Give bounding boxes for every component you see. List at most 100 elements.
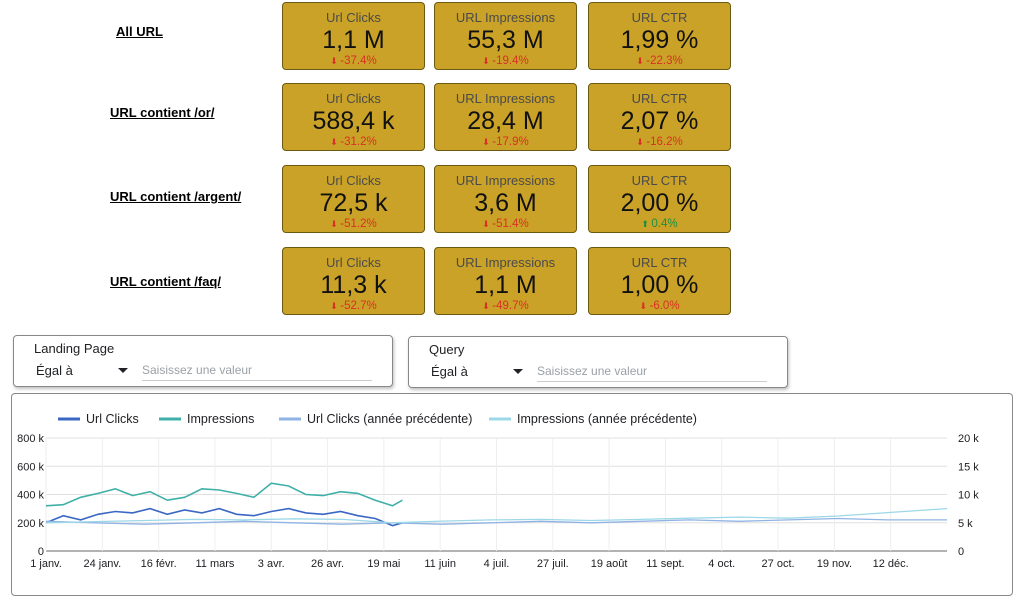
scorecard-value: 1,00 % — [620, 271, 699, 299]
scorecard-delta: ⬇ -6.0% — [589, 300, 730, 312]
scorecard-delta-value: -22.3% — [646, 55, 683, 67]
x-tick-label: 27 juil. — [537, 558, 569, 570]
scorecard-delta-value: -51.4% — [492, 218, 529, 230]
scorecard-delta: ⬇ -37.4% — [283, 55, 424, 67]
x-tick-label: 1 janv. — [30, 558, 62, 570]
x-tick-label: 16 févr. — [141, 558, 177, 570]
scorecard-delta-value: -51.2% — [340, 218, 377, 230]
arrow-down-icon: ⬇ — [330, 301, 341, 311]
arrow-down-icon: ⬇ — [639, 301, 650, 311]
chevron-down-icon[interactable] — [513, 369, 523, 374]
scorecard-delta: ⬇ -19.4% — [435, 55, 576, 67]
scorecard: URL Impressions 28,4 M ⬇ -17.9% — [434, 83, 577, 151]
scorecard: URL CTR 1,00 % ⬇ -6.0% — [588, 247, 731, 315]
arrow-down-icon: ⬇ — [636, 56, 647, 66]
time-series-chart-svg: 0 0 200 k 5 k 400 k 10 k 600 k 15 k 800 k 20 k 1 j… — [17, 412, 979, 570]
arrow-up-icon: ⬆ — [641, 219, 652, 229]
y-right-tick-label: 5 k — [958, 518, 973, 530]
x-tick-label: 19 nov. — [817, 558, 852, 570]
arrow-down-icon: ⬇ — [330, 56, 341, 66]
scorecard-value: 11,3 k — [320, 271, 387, 299]
scorecard-delta: ⬇ -17.9% — [435, 136, 576, 148]
x-tick-label: 19 août — [591, 558, 628, 570]
landing-page-filter: Landing Page Égal à — [13, 335, 393, 387]
scorecard: URL CTR 2,07 % ⬇ -16.2% — [588, 83, 731, 151]
arrow-down-icon: ⬇ — [482, 56, 493, 66]
scorecard-title: URL Impressions — [455, 91, 556, 106]
scorecard: Url Clicks 588,4 k ⬇ -31.2% — [282, 83, 425, 151]
scorecard-title: URL CTR — [631, 10, 688, 25]
scorecard-value: 1,1 M — [322, 26, 385, 54]
y-right-tick-label: 10 k — [958, 490, 979, 502]
x-tick-label: 4 juil. — [484, 558, 510, 570]
y-left-tick-label: 200 k — [17, 518, 44, 530]
x-tick-label: 27 oct. — [762, 558, 795, 570]
landing-page-operator-select[interactable]: Égal à — [36, 363, 73, 378]
row-label: URL contient /argent/ — [110, 189, 242, 204]
scorecard-title: URL Impressions — [455, 10, 556, 25]
scorecard-title: Url Clicks — [326, 173, 381, 188]
scorecard: Url Clicks 1,1 M ⬇ -37.4% — [282, 2, 425, 70]
scorecard-delta-value: -31.2% — [340, 136, 377, 148]
query-filter-label: Query — [429, 342, 465, 357]
scorecard-value: 1,1 M — [474, 271, 537, 299]
scorecard-delta-value: 0.4% — [651, 218, 678, 230]
x-tick-label: 26 avr. — [311, 558, 344, 570]
scorecard: URL CTR 2,00 % ⬆ 0.4% — [588, 165, 731, 233]
row-label: All URL — [116, 24, 163, 39]
scorecard-delta: ⬇ -52.7% — [283, 300, 424, 312]
arrow-down-icon: ⬇ — [636, 137, 647, 147]
y-left-tick-label: 0 — [38, 546, 44, 558]
arrow-down-icon: ⬇ — [482, 301, 493, 311]
scorecard-value: 72,5 k — [319, 189, 388, 217]
scorecard-delta-value: -17.9% — [492, 136, 529, 148]
scorecard-title: URL CTR — [631, 173, 688, 188]
x-tick-label: 11 juin — [424, 558, 456, 570]
query-filter: Query Égal à — [408, 336, 788, 388]
x-tick-label: 24 janv. — [83, 558, 121, 570]
y-right-tick-label: 0 — [958, 546, 964, 558]
arrow-down-icon: ⬇ — [482, 219, 493, 229]
scorecard-title: URL Impressions — [455, 173, 556, 188]
scorecard-title: Url Clicks — [326, 10, 381, 25]
row-label: URL contient /or/ — [110, 105, 215, 120]
scorecard-delta-value: -37.4% — [340, 55, 377, 67]
scorecard-value: 55,3 M — [467, 26, 544, 54]
scorecard-value: 3,6 M — [474, 189, 537, 217]
scorecard: URL CTR 1,99 % ⬇ -22.3% — [588, 2, 731, 70]
arrow-down-icon: ⬇ — [330, 137, 341, 147]
y-right-tick-label: 20 k — [958, 433, 979, 445]
legend-label: Url Clicks (année précédente) — [307, 412, 472, 426]
x-tick-label: 4 oct. — [708, 558, 735, 570]
query-value-input[interactable] — [537, 361, 767, 382]
chevron-down-icon[interactable] — [118, 368, 128, 373]
legend-label: Impressions (année précédente) — [517, 412, 697, 426]
scorecard-delta: ⬇ -49.7% — [435, 300, 576, 312]
scorecard: Url Clicks 11,3 k ⬇ -52.7% — [282, 247, 425, 315]
scorecard-title: URL CTR — [631, 255, 688, 270]
query-operator-select[interactable]: Égal à — [431, 364, 468, 379]
series-line — [45, 507, 403, 527]
scorecard-delta-value: -16.2% — [646, 136, 683, 148]
x-tick-label: 11 sept. — [646, 558, 684, 570]
scorecard-delta: ⬇ -16.2% — [589, 136, 730, 148]
y-left-tick-label: 600 k — [17, 461, 44, 473]
scorecard-value: 588,4 k — [312, 107, 395, 135]
scorecard-title: URL CTR — [631, 91, 688, 106]
x-tick-label: 19 mai — [367, 558, 400, 570]
scorecard-delta: ⬆ 0.4% — [589, 218, 730, 230]
scorecard: Url Clicks 72,5 k ⬇ -51.2% — [282, 165, 425, 233]
scorecard-value: 1,99 % — [620, 26, 699, 54]
scorecard-delta: ⬇ -31.2% — [283, 136, 424, 148]
scorecard-title: URL Impressions — [455, 255, 556, 270]
arrow-down-icon: ⬇ — [482, 137, 493, 147]
landing-page-value-input[interactable] — [142, 360, 372, 381]
series-line — [45, 517, 947, 525]
arrow-down-icon: ⬇ — [330, 219, 341, 229]
legend-label: Url Clicks — [86, 412, 139, 426]
scorecard: URL Impressions 55,3 M ⬇ -19.4% — [434, 2, 577, 70]
scorecard-delta: ⬇ -51.2% — [283, 218, 424, 230]
time-series-chart: 0 0 200 k 5 k 400 k 10 k 600 k 15 k 800 k 20 k 1 j… — [11, 393, 1013, 596]
series-line — [45, 482, 403, 507]
scorecard-delta-value: -52.7% — [340, 300, 377, 312]
